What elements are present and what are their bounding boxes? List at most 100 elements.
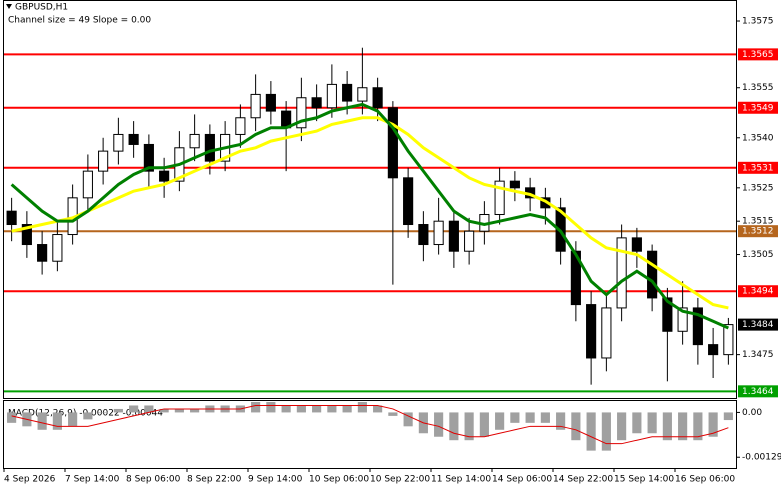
macd-bar [540,412,550,423]
macd-bar [464,412,474,441]
x-tick-label: 11 Sep 14:00 [431,475,491,485]
level-label: 1.3464 [742,387,774,397]
x-tick-label: 9 Sep 14:00 [248,475,303,485]
macd-bar [144,405,154,413]
macd-bar [723,412,733,421]
macd-bar [357,402,367,413]
candle-body [601,307,612,359]
candle-body [403,177,414,226]
candle-body [265,93,276,112]
candle-body [235,117,246,135]
macd-bar [525,412,535,423]
candle-body [616,237,627,309]
x-tick-label: 14 Sep 22:00 [553,475,613,485]
y-tick-label: 1.3505 [742,250,774,260]
y-tick-label: 1.3540 [742,133,774,143]
candle-body [82,170,93,199]
current-price: 1.3484 [742,320,774,330]
x-tick-label: 4 Sep 2026 [4,475,56,485]
macd-bar [403,412,413,427]
chart-subtitle: Channel size = 49 Slope = 0.00 [8,16,151,26]
y-tick-label: 0.00 [742,408,762,418]
candle-body [296,97,307,129]
macd-bar [632,412,642,434]
candle-body [128,133,139,145]
y-tick-label: 1.3525 [742,183,774,193]
candle-body [631,237,642,252]
price-tag [738,318,778,331]
macd-bar [68,412,78,427]
macd-bar [266,402,276,413]
candle-body [662,297,673,332]
macd-bar [281,405,291,413]
macd-bar [159,408,169,413]
macd-bar [647,412,657,434]
macd-bar [479,412,489,437]
level-tag [738,385,778,398]
candle-body [113,133,124,152]
macd-bar [373,405,383,413]
candle-body [570,250,581,306]
candle-body [692,307,703,346]
macd-bar [98,412,108,413]
macd-bar [251,402,261,413]
candle-body [464,230,475,252]
macd-bar [617,412,627,441]
level-tag [738,285,778,298]
macd-bar [449,412,459,441]
y-tick-label: 1.3575 [742,17,774,27]
macd-bar [388,412,398,416]
level-tag [738,48,778,61]
macd-bar [495,412,505,430]
candle-body [6,210,17,226]
level-label: 1.3565 [742,50,774,60]
candle-body [204,133,215,162]
macd-bar [129,405,139,413]
macd-bar [296,405,306,413]
macd-signal [11,404,729,445]
candle-body [448,220,459,252]
macd-bar [662,412,672,441]
candle-body [372,87,383,109]
candle-body [37,244,48,262]
candle-body [52,234,63,262]
y-tick-label: -0.00129 [742,453,781,463]
candle-body [326,83,337,109]
candle-body [708,344,719,356]
candle-body [418,224,429,246]
candle-body [509,180,520,189]
candle-body [311,97,322,109]
moving-average [11,116,729,310]
macd-bar [693,412,703,441]
candle-body [433,220,444,246]
level-tag [738,101,778,114]
candle-body [387,107,398,179]
candle-body [21,224,32,246]
x-tick-label: 8 Sep 22:00 [187,475,242,485]
macd-bar [327,405,337,413]
candle-body [189,133,200,149]
macd-bar [113,408,123,413]
x-tick-label: 8 Sep 06:00 [126,475,181,485]
candle-body [357,87,368,102]
x-tick-label: 10 Sep 06:00 [309,475,369,485]
macd-bar [312,405,322,413]
x-tick-label: 16 Sep 06:00 [675,475,735,485]
candle-body [677,307,688,332]
macd-bar [174,408,184,413]
macd-bar [342,405,352,413]
symbol-icon [6,4,12,9]
macd-bar [190,408,200,413]
y-tick-label: 1.3555 [742,83,774,93]
level-label: 1.3531 [742,163,774,173]
level-tag [738,225,778,238]
macd-bar [708,412,718,437]
y-tick-label: 1.3475 [742,350,774,360]
macd-bar [83,412,93,420]
candle-body [647,250,658,299]
x-tick-label: 14 Sep 06:00 [492,475,552,485]
candle-body [723,324,734,356]
main-frame [3,0,737,399]
macd-bar [571,412,581,441]
